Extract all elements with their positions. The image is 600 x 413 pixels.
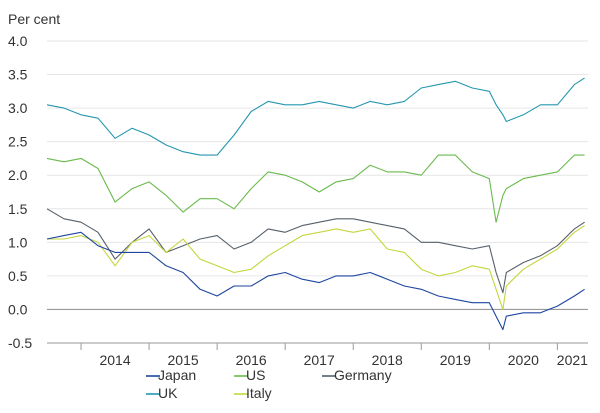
x-tick-label: 2018 — [372, 352, 403, 368]
series-line-uk — [46, 77, 585, 156]
legend-label-us: US — [246, 367, 265, 383]
x-tick-label: 2014 — [99, 352, 130, 368]
legend-label-italy: Italy — [246, 385, 272, 401]
legend-label-japan: Japan — [158, 367, 196, 383]
y-tick-label: 4.0 — [8, 33, 28, 49]
x-tick-label: 2017 — [304, 352, 335, 368]
y-tick-label: 0.5 — [8, 268, 28, 284]
legend-label-germany: Germany — [334, 367, 392, 383]
unit-label: Per cent — [8, 11, 60, 27]
legend-label-uk: UK — [158, 385, 178, 401]
series-line-japan — [46, 231, 585, 331]
series-line-us — [46, 154, 585, 223]
y-tick-label: 1.0 — [8, 234, 28, 250]
x-tick-label: 2019 — [440, 352, 471, 368]
y-tick-label: 1.5 — [8, 201, 28, 217]
x-tick-label: 2020 — [508, 352, 539, 368]
y-tick-label: 3.5 — [8, 67, 28, 83]
series-line-germany — [46, 208, 585, 294]
series-line-italy — [47, 225, 585, 310]
legend: Japan US Germany UK Italy — [146, 367, 392, 401]
y-tick-label: -0.5 — [8, 335, 32, 351]
y-tick-label: 2.0 — [8, 167, 28, 183]
y-tick-label: 0.0 — [8, 301, 28, 317]
series-lines — [46, 77, 585, 331]
x-tick-label: 2016 — [236, 352, 267, 368]
y-tick-labels: 4.0 3.5 3.0 2.5 2.0 1.5 1.0 0.5 0.0 -0.5 — [8, 33, 32, 351]
y-tick-label: 2.5 — [8, 134, 28, 150]
x-tick-label: 2015 — [168, 352, 199, 368]
y-tick-label: 3.0 — [8, 100, 28, 116]
x-tick-label: 2021 — [557, 352, 588, 368]
x-axis: 2014 2015 2016 2017 2018 2019 2020 2021 — [47, 342, 588, 368]
